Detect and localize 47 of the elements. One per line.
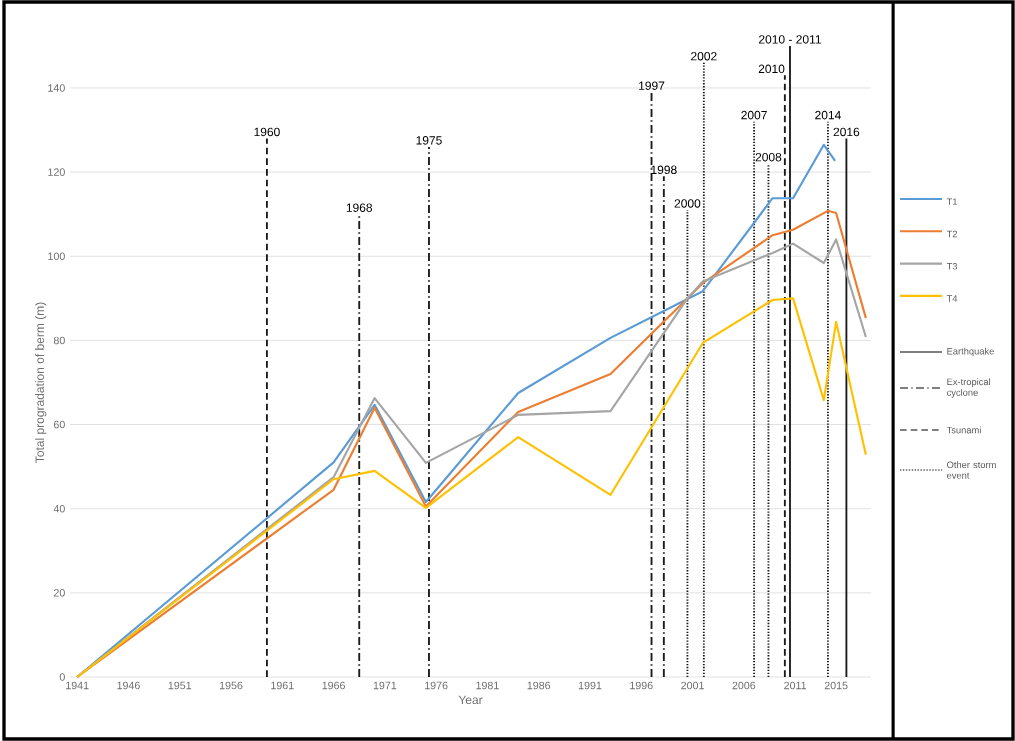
text: Tsunami — [946, 426, 981, 434]
ref-line-label: 2007 — [741, 110, 767, 120]
ref-line-label: 2010 — [758, 64, 785, 74]
ref-line-label: 1968 — [346, 203, 373, 212]
ref-line-label: 2016 — [833, 127, 860, 137]
ref-line-label: 1998 — [651, 165, 677, 175]
x-tick-label: 2011 — [784, 681, 807, 690]
x-tick-label: 1956 — [219, 681, 243, 690]
ref-line-label: 2000 — [674, 199, 701, 208]
y-tick-label: 20 — [53, 589, 65, 597]
x-tick-label: 1976 — [425, 681, 448, 690]
x-tick-label: 1991 — [578, 681, 602, 690]
ref-line-label: 2014 — [815, 110, 841, 120]
text: Ex-tropical cyclone — [947, 378, 991, 398]
y-tick-label: 100 — [48, 252, 65, 261]
x-tick-label: 1996 — [630, 681, 653, 690]
legend-label: T4 — [946, 295, 958, 302]
x-tick-label: 2015 — [824, 681, 848, 690]
legend-label: T2 — [946, 230, 958, 238]
y-axis-title: Total progradation of berm (m) — [35, 302, 47, 463]
text: Earthquake — [947, 347, 994, 357]
ref-line-label: 1960 — [254, 127, 280, 137]
x-tick-label: 1971 — [373, 681, 397, 690]
y-tick-label: 140 — [48, 84, 65, 92]
x-tick-label: 1941 — [66, 681, 89, 690]
x-tick-label: 1961 — [271, 681, 294, 690]
y-tick-label: 0 — [59, 673, 65, 681]
ref-line-label: 1975 — [416, 136, 442, 145]
legend-label: T1 — [946, 198, 958, 205]
x-tick-label: 1981 — [476, 681, 499, 690]
y-tick-label: 120 — [48, 168, 65, 176]
x-axis-title: Year — [458, 695, 483, 705]
x-tick-label: 1951 — [168, 681, 192, 690]
x-tick-label: 1946 — [117, 681, 140, 690]
x-tick-label: 1966 — [322, 681, 345, 690]
y-tick-label: 80 — [53, 336, 65, 345]
y-tick-label: 40 — [53, 504, 65, 513]
ref-line-label: 1997 — [639, 81, 665, 90]
x-tick-label: 2001 — [681, 681, 704, 690]
ref-line-label: 2010 - 2011 — [759, 35, 821, 44]
text: Other storm event — [947, 461, 996, 479]
y-tick-label: 60 — [53, 420, 65, 429]
ref-line-label: 2008 — [755, 152, 782, 162]
legend-label: T3 — [946, 262, 958, 270]
x-tick-label: 2006 — [732, 681, 756, 690]
ref-line-label: 2002 — [691, 51, 717, 61]
x-tick-label: 1986 — [527, 681, 551, 690]
